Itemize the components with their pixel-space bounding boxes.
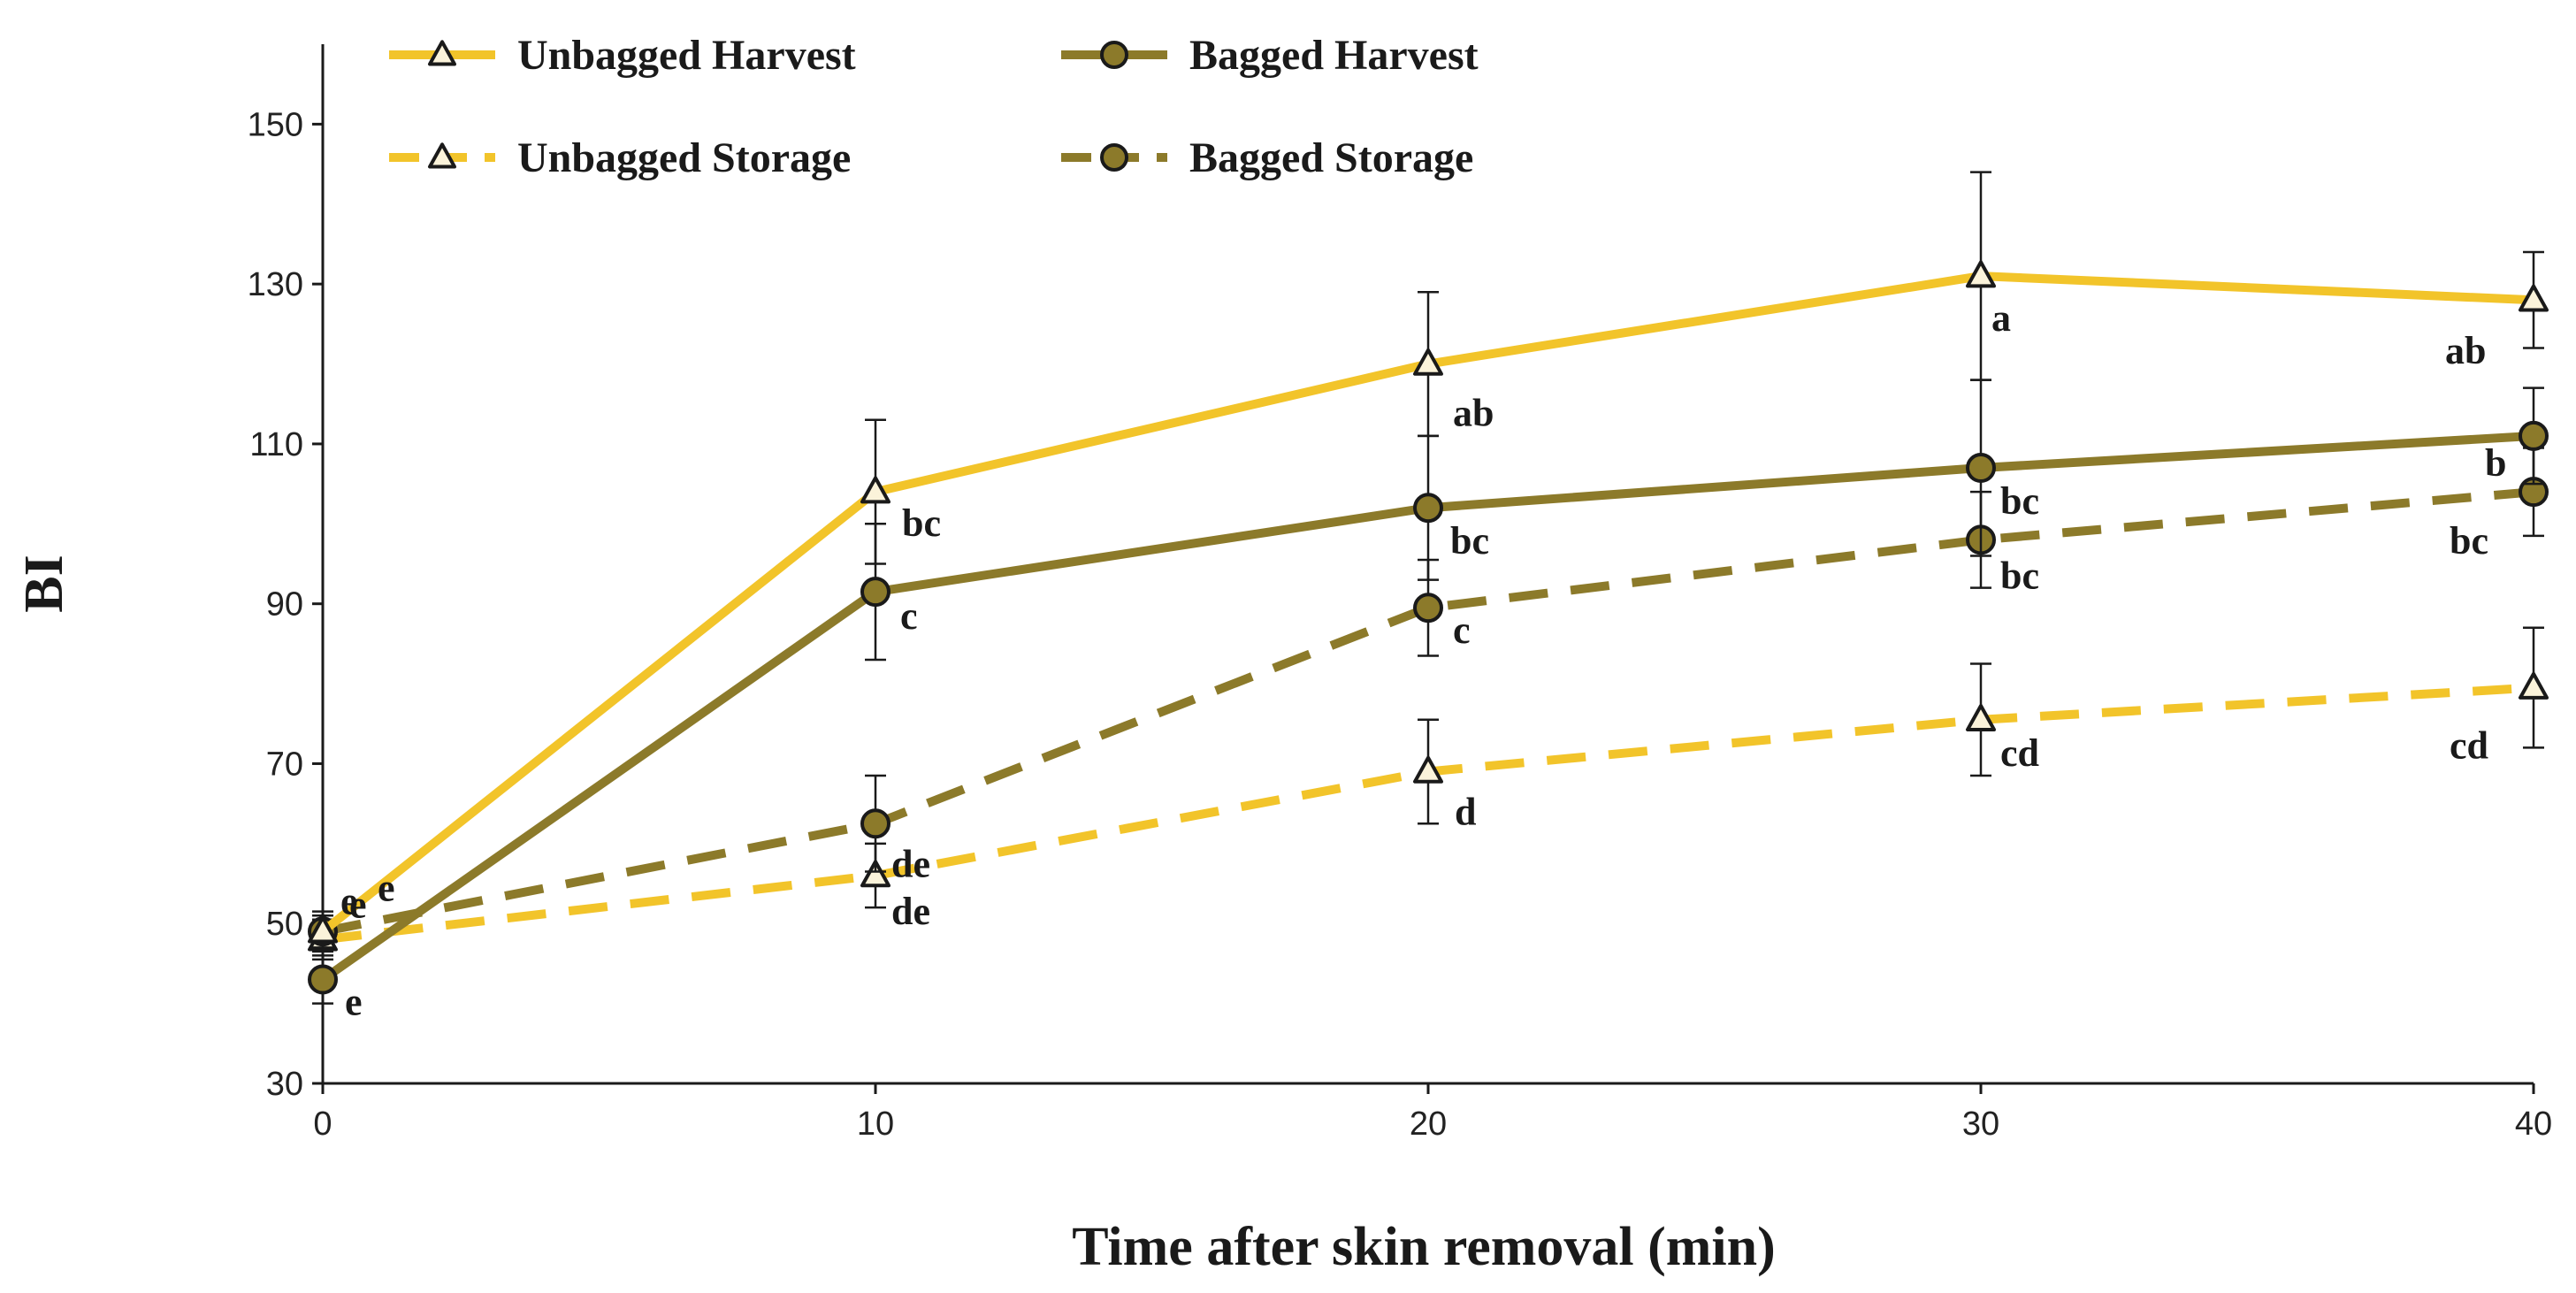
data-point xyxy=(1413,493,1443,524)
data-point xyxy=(2519,284,2549,312)
data-point xyxy=(860,860,891,888)
significance-letter: b xyxy=(2485,441,2506,485)
data-point xyxy=(1966,260,1996,288)
significance-letter: a xyxy=(1991,296,2011,340)
data-point xyxy=(1413,348,1443,376)
legend-label: Bagged Harvest xyxy=(1189,32,1479,79)
y-tick-label: 110 xyxy=(249,426,303,463)
significance-letter: de xyxy=(891,842,930,885)
significance-letter: de xyxy=(891,890,930,933)
y-tick-label: 150 xyxy=(248,106,303,143)
y-tick-label: 70 xyxy=(266,746,303,783)
legend-marker xyxy=(428,142,456,169)
data-point xyxy=(860,808,891,839)
significance-letter: bc xyxy=(2450,519,2488,562)
significance-letter: d xyxy=(1455,791,1476,834)
legend-marker xyxy=(428,40,456,66)
labels-layer: e bc ab a ab e c bc bc b e de d cd cd e de c bc bc xyxy=(340,296,2506,1023)
data-point xyxy=(1966,704,1996,731)
data-point xyxy=(2519,420,2549,451)
data-point xyxy=(2519,671,2549,700)
x-axis-title: Time after skin removal (min) xyxy=(1072,1217,1776,1277)
data-point xyxy=(860,577,891,608)
series-bagged-harvest xyxy=(308,379,2549,1005)
significance-letter: bc xyxy=(1450,519,1489,562)
data-point xyxy=(308,915,338,944)
y-tick-label: 50 xyxy=(266,906,303,943)
significance-letter: cd xyxy=(2000,731,2039,775)
significance-letter: c xyxy=(900,594,918,638)
data-point xyxy=(1413,755,1443,784)
legend-item-unbagged-harvest: Unbagged Harvest xyxy=(389,32,856,79)
significance-letter: e xyxy=(340,879,358,922)
legend-item-unbagged-storage: Unbagged Storage xyxy=(389,134,851,181)
significance-letter: bc xyxy=(2000,554,2039,597)
series-layer xyxy=(308,171,2549,1005)
data-point xyxy=(1413,593,1443,624)
legend-item-bagged-storage: Bagged Storage xyxy=(1061,134,1473,181)
x-tick-label: 0 xyxy=(313,1106,332,1143)
legend-item-bagged-harvest: Bagged Harvest xyxy=(1061,32,1479,79)
x-tick-label: 30 xyxy=(1962,1106,1999,1143)
y-axis-title: BI xyxy=(14,555,74,612)
x-tick-label: 10 xyxy=(857,1106,894,1143)
y-tick-label: 130 xyxy=(248,266,303,303)
axes: 30 50 70 90 110 130 150 0 10 20 30 40 xyxy=(248,44,2552,1143)
legend: Unbagged Harvest Bagged Harvest Unbagged S… xyxy=(389,32,1479,181)
x-tick-label: 20 xyxy=(1410,1106,1447,1143)
legend-marker xyxy=(1100,143,1128,172)
significance-letter: ab xyxy=(1453,392,1494,435)
x-tick-label: 40 xyxy=(2515,1106,2552,1143)
significance-letter: e xyxy=(349,883,367,926)
series-line xyxy=(322,487,2534,937)
significance-letter: cd xyxy=(2450,724,2488,768)
significance-letter: e xyxy=(345,981,363,1024)
significance-letter: c xyxy=(1453,608,1471,652)
significance-letter: bc xyxy=(2000,479,2039,523)
y-tick-label: 30 xyxy=(266,1066,303,1103)
y-tick-label: 90 xyxy=(266,586,303,624)
significance-letter: ab xyxy=(2445,329,2486,372)
significance-letter: e xyxy=(378,866,395,909)
data-point xyxy=(1966,453,1996,484)
data-point xyxy=(308,964,338,995)
significance-letter: bc xyxy=(902,501,941,545)
legend-marker xyxy=(1100,41,1128,69)
legend-label: Unbagged Harvest xyxy=(517,32,856,79)
legend-label: Unbagged Storage xyxy=(517,134,851,181)
data-point xyxy=(860,476,891,504)
series-unbagged-harvest xyxy=(308,171,2549,949)
legend-label: Bagged Storage xyxy=(1189,134,1473,181)
